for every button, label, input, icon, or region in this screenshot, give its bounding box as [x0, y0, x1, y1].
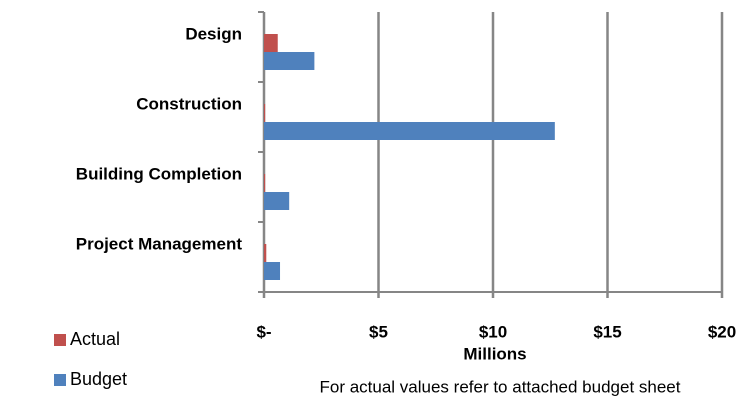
y-tick-label: Construction [136, 94, 242, 113]
bar [264, 174, 266, 192]
y-tick-label: Design [185, 24, 242, 43]
x-tick-label: $5 [369, 322, 388, 341]
bar [264, 52, 315, 70]
legend-label: Actual [70, 329, 120, 349]
legend-label: Budget [70, 369, 127, 389]
bar [264, 244, 267, 262]
y-tick-label: Building Completion [76, 164, 242, 183]
x-tick-label: $10 [479, 322, 507, 341]
x-tick-label: $- [256, 322, 271, 341]
x-tick-label: $20 [708, 322, 736, 341]
x-axis-label: Millions [463, 344, 526, 363]
bar [264, 122, 555, 140]
bar [264, 104, 266, 122]
legend-swatch [54, 334, 66, 346]
x-tick-label: $15 [593, 322, 621, 341]
bar [264, 192, 290, 210]
bar [264, 262, 281, 280]
note: For actual values refer to attached budg… [319, 377, 680, 396]
y-tick-label: Project Management [76, 234, 243, 253]
bar [264, 34, 278, 52]
legend-swatch [54, 374, 66, 386]
